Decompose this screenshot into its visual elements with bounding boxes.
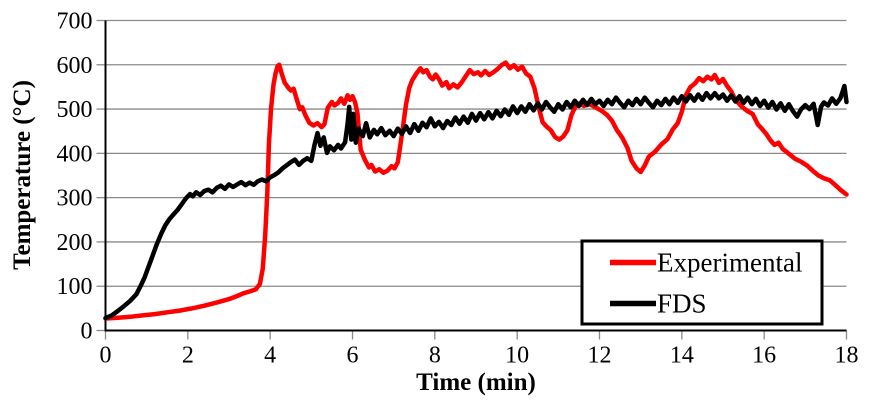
- y-tick-label: 0: [81, 319, 93, 345]
- x-tick-label: 8: [429, 343, 441, 369]
- y-tick-label: 400: [57, 141, 93, 167]
- x-tick-label: 10: [505, 343, 529, 369]
- legend-item: Experimental: [610, 248, 802, 278]
- x-tick-label: 0: [100, 343, 112, 369]
- legend-box: [580, 239, 824, 326]
- x-tick-label: 2: [182, 343, 194, 369]
- y-tick-label: 500: [57, 97, 93, 123]
- x-axis-title: Time (min): [416, 369, 536, 396]
- y-axis-title: Temperature (°C): [9, 80, 36, 270]
- legend-label-fds: FDS: [657, 289, 707, 319]
- y-tick-label: 300: [57, 186, 93, 212]
- y-tick-label: 100: [57, 274, 93, 300]
- x-tick-label: 14: [670, 343, 694, 369]
- x-tick-label: 12: [588, 343, 612, 369]
- legend-item: FDS: [610, 289, 707, 319]
- series-fds-line: [103, 83, 849, 321]
- y-tick-label: 600: [57, 53, 93, 79]
- x-tick-label: 6: [347, 343, 359, 369]
- y-tick-label: 700: [57, 9, 93, 35]
- legend: Experimental FDS: [580, 239, 824, 326]
- x-tick-label: 18: [835, 343, 859, 369]
- legend-label-experimental: Experimental: [657, 248, 802, 278]
- series-experimental-line: [103, 60, 849, 321]
- y-tick-label: 200: [57, 230, 93, 256]
- x-tick-label: 4: [264, 343, 276, 369]
- x-tick-label: 16: [752, 343, 776, 369]
- plot-area: 0 100 200 300 400 500 600 700 0 2 4 6 8 10 12 14 16 18: [57, 9, 859, 369]
